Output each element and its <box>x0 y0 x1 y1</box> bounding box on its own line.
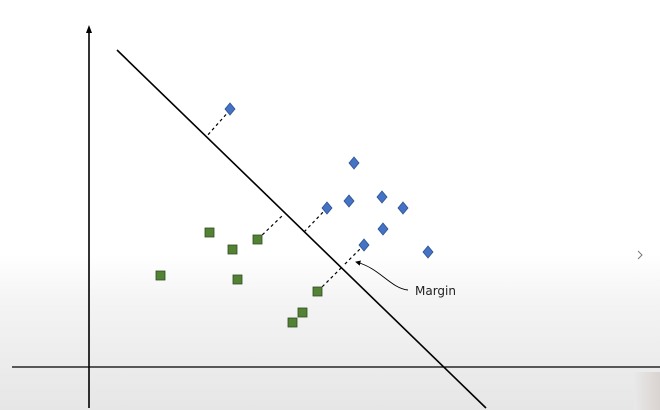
diamond-point <box>358 238 370 252</box>
square-point <box>204 227 215 238</box>
margin-annotation-arrow <box>355 260 409 291</box>
margin-connectors <box>205 109 365 292</box>
margin-connector-blue-mid <box>303 207 328 233</box>
square-point <box>287 317 298 328</box>
diamond-point <box>376 190 388 204</box>
square-point <box>252 234 263 245</box>
diamond-point <box>224 102 236 116</box>
square-point <box>312 286 323 297</box>
square-point <box>155 270 166 281</box>
diamond-point <box>377 222 389 236</box>
square-point <box>227 244 238 255</box>
y-axis-arrowhead <box>86 25 92 33</box>
margin-label: Margin <box>415 284 456 298</box>
class-a-points <box>224 102 434 259</box>
diamond-point <box>348 156 360 170</box>
margin-connector-top <box>205 109 231 138</box>
corner-thumbnail <box>634 372 660 410</box>
diamond-point <box>422 245 434 259</box>
class-b-points <box>155 227 323 328</box>
decision-boundary-line <box>116 49 487 409</box>
diamond-point <box>321 201 333 215</box>
diamond-point <box>343 194 355 208</box>
square-point <box>232 274 243 285</box>
chevron-right-icon <box>637 250 643 260</box>
square-point <box>297 307 308 318</box>
margin-connector-blue-low <box>342 244 365 267</box>
diamond-point <box>397 201 409 215</box>
